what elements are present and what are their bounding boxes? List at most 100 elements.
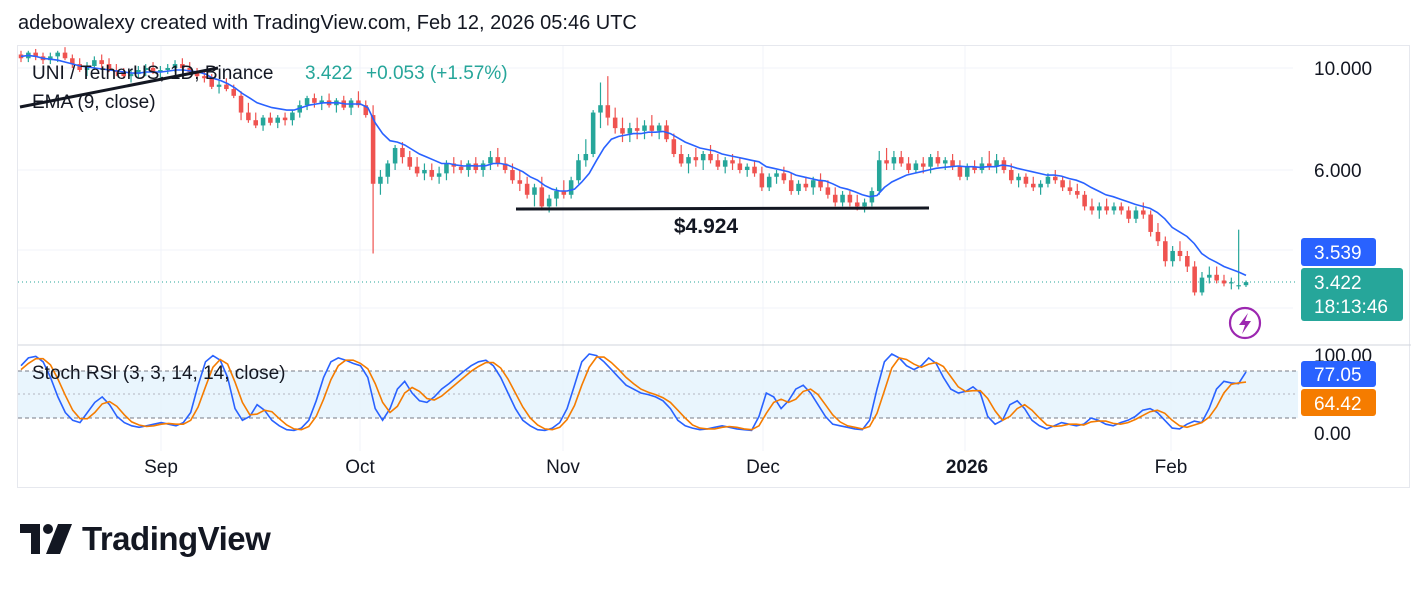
candle-body	[488, 157, 493, 164]
candle-body	[942, 160, 948, 164]
ema-line	[20, 54, 1247, 277]
candle-body	[1104, 206, 1109, 211]
candle-body	[656, 125, 662, 131]
candle-body	[825, 187, 831, 195]
candle-body	[502, 163, 508, 170]
candle-body	[1133, 210, 1139, 219]
candle-body	[539, 187, 545, 207]
candle-body	[898, 157, 904, 164]
footer-brand: TradingView	[82, 520, 271, 557]
ema-price-tag-text: 3.539	[1314, 243, 1362, 264]
candle-body	[854, 202, 860, 207]
candle-body	[634, 128, 640, 131]
stoch-tick-0: 0.00	[1314, 424, 1351, 445]
candle-body	[891, 157, 897, 164]
candle-body	[847, 194, 853, 203]
candle-body	[957, 166, 963, 177]
candle-body	[143, 68, 148, 71]
candle-body	[370, 115, 376, 184]
candle-body	[216, 84, 222, 87]
countdown-text: 18:13:46	[1314, 297, 1388, 318]
candle-body	[605, 105, 611, 118]
candle-body	[1089, 206, 1095, 211]
symbol-legend[interactable]: UNI / TetherUS, 1D, Binance	[32, 63, 273, 84]
candle-body	[1060, 180, 1065, 188]
candle-body	[260, 117, 266, 126]
candle-body	[1170, 250, 1175, 262]
candle-body	[128, 74, 134, 77]
candle-body	[268, 117, 273, 123]
candle-body	[92, 60, 97, 67]
candle-body	[546, 198, 552, 207]
candle-body	[876, 160, 882, 192]
stoch-k-tag	[1301, 361, 1376, 387]
candle-body	[510, 170, 515, 181]
candle-body	[84, 66, 90, 71]
candle-body	[1097, 206, 1102, 211]
ema-legend[interactable]: EMA (9, close)	[32, 92, 156, 113]
candle-body	[238, 95, 244, 113]
trendline-drawing[interactable]	[19, 66, 219, 109]
candle-body	[1023, 176, 1029, 184]
chart-canvas[interactable]: $4.924 UNI / TetherUS, 1D, Binance 3.422…	[18, 46, 1411, 489]
candle-body	[913, 163, 919, 170]
candle-body	[642, 125, 647, 131]
candle-body	[121, 72, 126, 77]
price-legend: 3.422	[305, 63, 353, 84]
candle-body	[803, 183, 809, 188]
candle-body	[832, 194, 838, 203]
candle-body	[165, 68, 170, 71]
candle-body	[598, 105, 603, 113]
candle-body	[458, 166, 464, 170]
candle-body	[774, 173, 779, 177]
candle-body	[1053, 176, 1058, 181]
candle-body	[473, 163, 479, 170]
candle-body	[378, 176, 383, 184]
candle-body	[1155, 231, 1161, 242]
stoch-d-tag-text: 64.42	[1314, 394, 1362, 415]
candle-body	[862, 202, 867, 207]
candle-body	[810, 180, 816, 188]
candle-body	[950, 160, 955, 167]
candle-body	[906, 163, 911, 170]
candle-body	[231, 89, 236, 96]
time-label-oct: Oct	[345, 457, 375, 478]
time-label-nov: Nov	[546, 457, 580, 478]
candle-body	[422, 170, 427, 174]
candle-body	[715, 160, 721, 167]
candle-body	[1229, 282, 1234, 284]
candle-body	[1236, 285, 1241, 287]
candle-body	[627, 128, 633, 134]
footer-logo[interactable]: TradingView	[20, 520, 271, 558]
stoch-legend[interactable]: Stoch RSI (3, 3, 14, 14, close)	[32, 363, 285, 384]
candle-body	[700, 154, 706, 161]
candle-body	[1082, 194, 1087, 207]
candle-body	[964, 166, 970, 177]
candle-body	[576, 160, 581, 181]
chart-container[interactable]: $4.924 UNI / TetherUS, 1D, Binance 3.422…	[17, 45, 1411, 489]
candle-body	[194, 72, 200, 77]
candle-body	[517, 180, 523, 184]
candle-body	[1207, 274, 1212, 278]
candle-body	[70, 58, 75, 65]
candle-body	[466, 163, 471, 170]
candle-body	[590, 112, 596, 155]
candle-body	[986, 163, 992, 167]
candle-body	[1243, 282, 1249, 286]
change-legend: +0.053 (+1.57%)	[366, 63, 508, 84]
lightning-icon[interactable]	[1228, 306, 1262, 340]
candle-body	[1067, 187, 1073, 192]
support-label: $4.924	[674, 215, 739, 238]
candle-body	[480, 163, 486, 170]
support-line-drawing[interactable]	[515, 206, 930, 211]
candle-body	[1148, 214, 1153, 232]
candle-body	[1214, 274, 1219, 281]
candle-body	[532, 187, 537, 195]
candle-body	[994, 160, 999, 167]
time-label-dec: Dec	[746, 457, 780, 478]
candle-body	[187, 68, 192, 73]
candle-body	[158, 70, 163, 73]
candle-body	[385, 163, 391, 177]
candle-body	[759, 173, 765, 188]
stoch-d-tag	[1301, 389, 1376, 416]
